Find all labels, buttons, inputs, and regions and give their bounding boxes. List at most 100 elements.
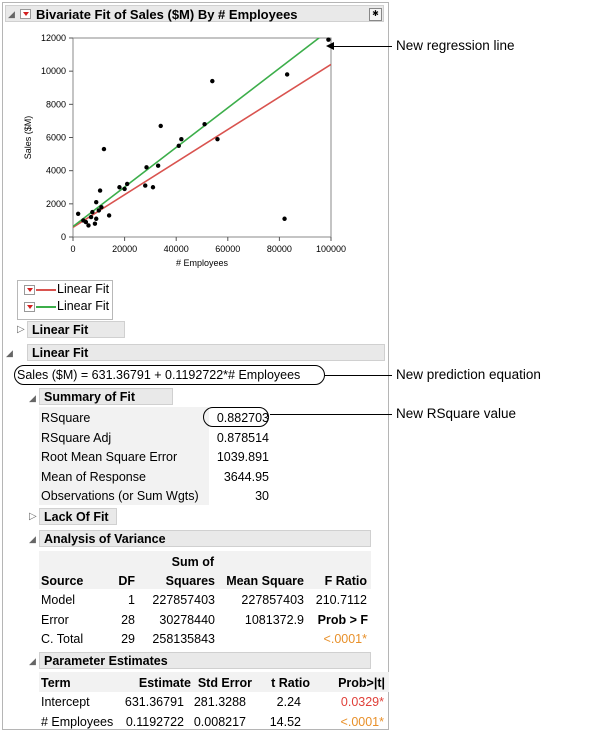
expand-triangle-icon[interactable]: ▷	[17, 324, 25, 335]
collapse-triangle-icon[interactable]: ◢	[29, 393, 36, 403]
param-std-error: 0.008217	[193, 714, 246, 729]
summary-of-fit-header[interactable]: Summary of Fit	[39, 388, 173, 405]
report-panel: Bivariate Fit of Sales ($M) By # Employe…	[2, 2, 389, 730]
pin-icon[interactable]: ✱	[369, 8, 382, 21]
plot-frame	[72, 37, 332, 238]
data-point	[215, 136, 220, 142]
data-point	[90, 209, 95, 215]
data-point	[92, 221, 98, 226]
anova-col-header: Squares	[165, 574, 215, 588]
prediction-equation	[14, 365, 325, 385]
summary-value: 30	[255, 489, 269, 503]
prediction-equation-text: Sales ($M) = 631.36791 + 0.1192722*# Emp…	[17, 368, 301, 382]
summary-value: 0.878514	[216, 430, 269, 445]
collapse-triangle-icon[interactable]: ◢	[8, 9, 15, 19]
rsquare-highlight	[203, 407, 269, 427]
x-tick-label: 100000	[316, 244, 346, 254]
data-point	[86, 223, 91, 228]
data-point	[94, 199, 99, 205]
data-point	[106, 213, 112, 218]
anova-col-header: Sum of	[171, 555, 214, 569]
expand-triangle-icon[interactable]: ▷	[29, 511, 37, 522]
data-point	[150, 185, 156, 190]
data-point	[94, 216, 99, 221]
data-point	[101, 146, 107, 152]
y-tick-label: 8000	[46, 99, 66, 109]
data-point	[284, 72, 290, 77]
equation-callout-line	[325, 375, 392, 376]
anova-source: C. Total	[41, 632, 84, 646]
y-tick-label: 12000	[41, 33, 66, 43]
data-point	[96, 208, 102, 213]
equation-annotation: New prediction equation	[396, 367, 541, 382]
collapse-triangle-icon[interactable]: ◢	[29, 656, 36, 666]
legend-fit2-menu-icon[interactable]	[24, 302, 35, 312]
data-point	[122, 186, 127, 192]
y-tick-label: 10000	[41, 66, 66, 76]
report-title-bar[interactable]: Bivariate Fit of Sales ($M) By # Employe…	[5, 5, 384, 22]
param-term: Intercept	[41, 695, 90, 709]
anova-ss: 30278440	[159, 612, 215, 627]
anova-df: 28	[121, 612, 135, 627]
param-col-header: Prob>|t|	[338, 676, 385, 690]
data-point	[326, 37, 331, 42]
param-col-header: Term	[41, 676, 71, 690]
data-point	[282, 216, 287, 221]
data-point	[124, 181, 130, 187]
legend-fit1-menu-icon[interactable]	[24, 285, 35, 295]
param-prob: 0.0329*	[340, 695, 384, 709]
summary-value: 3644.95	[223, 469, 269, 484]
data-point	[75, 211, 81, 216]
data-point	[97, 188, 103, 193]
data-point	[176, 143, 181, 148]
summary-value: 0.882703	[216, 411, 269, 425]
summary-table-bg	[39, 407, 209, 505]
summary-label: RSquare Adj	[41, 430, 112, 445]
arrow-left-icon	[326, 42, 334, 50]
data-point	[179, 136, 184, 142]
linear-fit-header-1[interactable]: Linear Fit	[27, 321, 125, 338]
parameter-estimates-header[interactable]: Parameter Estimates	[39, 652, 371, 669]
anova-ms: 1081372.9	[244, 612, 304, 627]
param-t-ratio: 2.24	[276, 695, 301, 709]
anova-ss: 258135843	[152, 632, 215, 646]
param-col-header: Estimate	[138, 676, 191, 690]
param-term: # Employees	[41, 714, 114, 729]
y-tick-label: 4000	[46, 166, 66, 176]
param-col-header: Std Error	[197, 676, 252, 690]
collapse-triangle-icon[interactable]: ◢	[29, 534, 36, 544]
data-point	[88, 214, 94, 220]
lack-of-fit-header[interactable]: Lack Of Fit	[39, 508, 117, 525]
anova-col-header: Mean Square	[226, 574, 304, 588]
collapse-triangle-icon[interactable]: ◢	[6, 348, 13, 358]
x-tick-label: 20000	[112, 244, 137, 254]
x-tick-label: 80000	[267, 244, 292, 254]
param-header-bg	[39, 672, 389, 692]
y-tick-label: 2000	[46, 199, 66, 209]
anova-header[interactable]: Analysis of Variance	[39, 530, 371, 547]
anova-df: 29	[121, 632, 135, 646]
report-title: Bivariate Fit of Sales ($M) By # Employe…	[36, 7, 298, 22]
rsquare-callout-line	[270, 414, 392, 415]
fit-line-2	[73, 38, 321, 228]
param-prob: <.0001*	[340, 714, 384, 729]
anova-col-header: DF	[118, 574, 135, 588]
data-point	[117, 185, 122, 190]
x-tick-label: 60000	[215, 244, 240, 254]
scatter-chart: 0 20000 40000 60000 80000 100000 0 2000 4000 6000…	[23, 33, 346, 268]
param-std-error: 281.3288	[193, 695, 246, 709]
summary-label: Mean of Response	[41, 469, 146, 484]
y-tick-label: 6000	[46, 133, 66, 143]
anova-ss: 227857403	[152, 593, 215, 607]
anova-header-bg	[39, 551, 371, 589]
legend-fit1-line	[36, 289, 56, 291]
anova-f: 210.7112	[315, 593, 367, 607]
data-point	[83, 219, 89, 225]
summary-label: Root Mean Square Error	[41, 450, 178, 464]
x-tick-label: 40000	[164, 244, 189, 254]
anova-prob-label: Prob > F	[317, 612, 368, 627]
linear-fit-header-2[interactable]: Linear Fit	[27, 344, 385, 361]
red-triangle-menu-icon[interactable]	[20, 9, 31, 19]
x-tick-label: 0	[70, 244, 75, 254]
fit-line-1	[73, 63, 331, 228]
